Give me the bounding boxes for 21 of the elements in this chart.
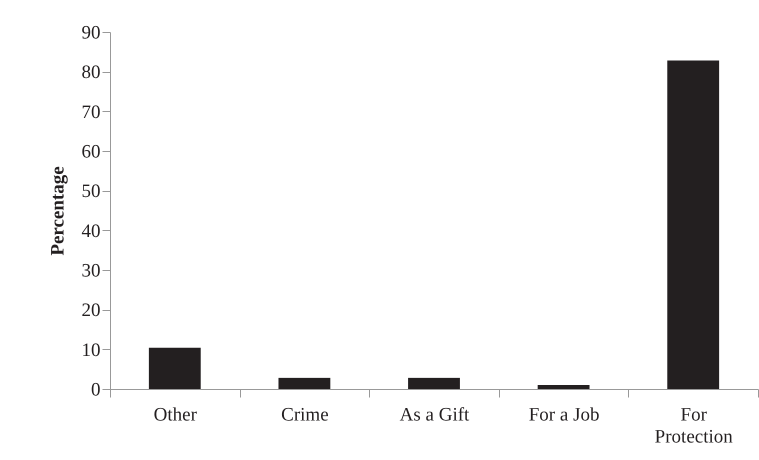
bar xyxy=(408,378,460,389)
bar xyxy=(148,348,201,389)
bar xyxy=(278,378,330,389)
y-tick-label: 70 xyxy=(82,102,100,123)
y-tick-label: 20 xyxy=(82,300,100,322)
x-tick-label: Crime xyxy=(281,404,329,426)
y-tick-label: 50 xyxy=(82,181,100,202)
x-tick-label: As a Gift xyxy=(400,404,470,426)
bar xyxy=(538,385,590,389)
x-tick-label: For Protection xyxy=(654,404,734,448)
y-tick-label: 0 xyxy=(91,380,100,400)
x-tick-label: Other xyxy=(154,404,198,426)
y-tick-label: 40 xyxy=(82,220,100,242)
y-tick-label: 30 xyxy=(82,260,100,282)
y-tick-label: 80 xyxy=(82,62,100,84)
y-axis-title: Percentage xyxy=(48,166,68,256)
y-tick-label: 10 xyxy=(82,340,100,361)
x-tick-label: For a Job xyxy=(528,404,600,426)
y-tick-label: 90 xyxy=(82,22,100,44)
y-tick-label: 60 xyxy=(82,142,100,162)
bar xyxy=(667,60,720,389)
